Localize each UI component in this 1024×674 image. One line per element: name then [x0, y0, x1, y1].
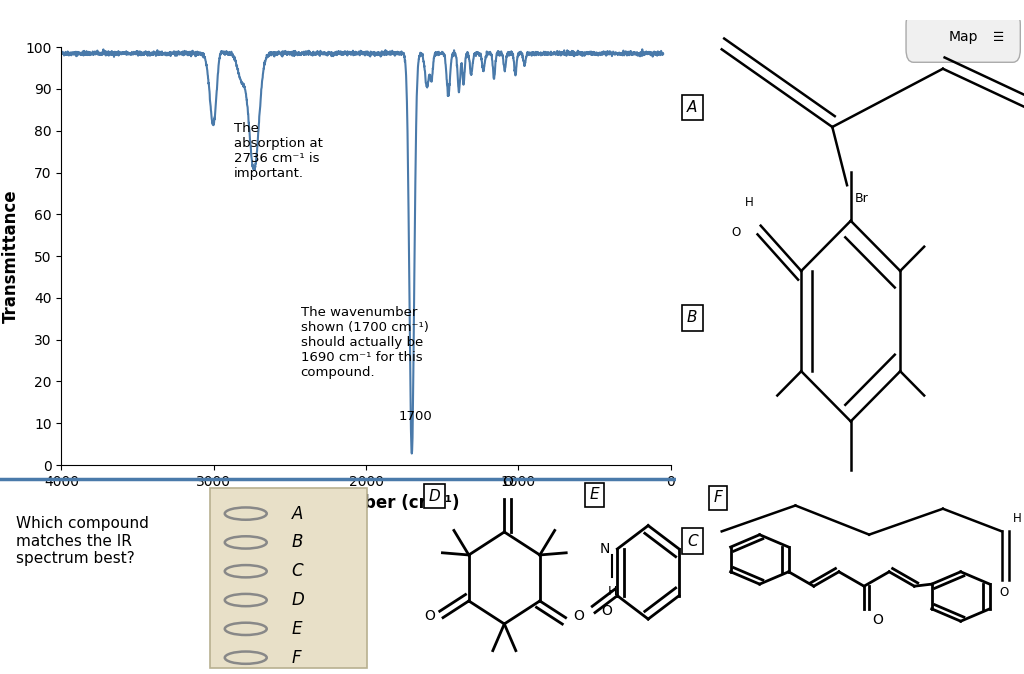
Text: O: O — [573, 609, 585, 623]
Text: D: D — [292, 591, 304, 609]
FancyBboxPatch shape — [210, 488, 367, 668]
Text: A: A — [292, 505, 303, 522]
Text: 1700: 1700 — [398, 410, 432, 423]
Text: A: A — [687, 100, 697, 115]
Text: F: F — [292, 648, 301, 667]
Text: N: N — [600, 542, 610, 556]
Text: The
absorption at
2736 cm⁻¹ is
important.: The absorption at 2736 cm⁻¹ is important… — [233, 123, 323, 181]
Text: ☰: ☰ — [992, 30, 1004, 44]
Text: H: H — [1013, 512, 1022, 525]
Text: E: E — [590, 487, 599, 502]
Text: E: E — [292, 620, 302, 638]
Text: O: O — [731, 226, 740, 239]
Text: O: O — [999, 586, 1009, 599]
Text: B: B — [292, 533, 303, 551]
Text: C: C — [687, 534, 697, 549]
Text: F: F — [714, 490, 722, 505]
Text: B: B — [687, 310, 697, 326]
Text: The wavenumber
shown (1700 cm⁻¹)
should actually be
1690 cm⁻¹ for this
compound.: The wavenumber shown (1700 cm⁻¹) should … — [301, 306, 428, 379]
Text: O: O — [872, 613, 884, 627]
Text: O: O — [424, 609, 435, 623]
Text: C: C — [292, 562, 303, 580]
Y-axis label: Transmittance: Transmittance — [2, 189, 19, 323]
Text: D: D — [429, 489, 440, 504]
Text: Br: Br — [854, 191, 868, 205]
Text: Which compound
matches the IR
spectrum best?: Which compound matches the IR spectrum b… — [16, 516, 150, 566]
Text: O: O — [601, 604, 612, 618]
X-axis label: Wavenumber (cm⁻¹): Wavenumber (cm⁻¹) — [272, 494, 460, 512]
FancyBboxPatch shape — [906, 12, 1020, 62]
Text: O: O — [502, 475, 513, 489]
Text: H: H — [607, 585, 617, 599]
Text: Map: Map — [948, 30, 978, 44]
Text: H: H — [745, 197, 754, 210]
